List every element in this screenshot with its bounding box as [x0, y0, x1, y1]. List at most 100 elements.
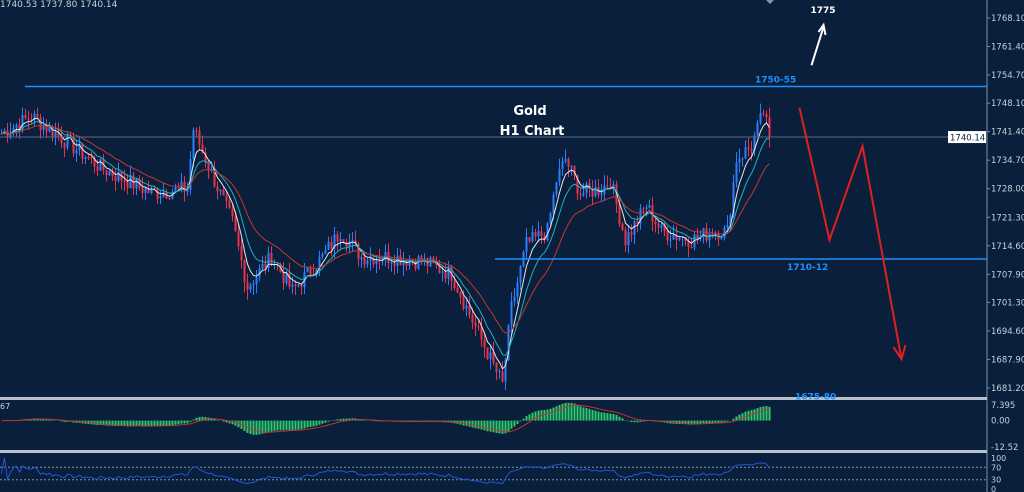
- candle-body: [57, 132, 60, 136]
- candle-body: [372, 257, 375, 265]
- candle-body: [228, 200, 231, 209]
- rsi-tick-label: 70: [991, 463, 1001, 472]
- candle-body: [342, 239, 345, 243]
- candle-body: [753, 135, 756, 151]
- candle-body: [552, 194, 555, 214]
- chart-title: Gold: [513, 104, 546, 119]
- candle-body: [447, 266, 450, 279]
- candle-body: [369, 257, 372, 261]
- candle-body: [66, 134, 69, 148]
- ohlc-readout: 1740.53 1737.80 1740.14: [0, 0, 118, 10]
- candle-body: [747, 147, 750, 149]
- candle-body: [324, 249, 327, 254]
- y-tick-label: 1714.60: [991, 242, 1024, 252]
- candle-body: [117, 171, 120, 181]
- candle-body: [612, 184, 615, 189]
- candle-body: [39, 117, 42, 130]
- candle-body: [687, 241, 690, 248]
- candle-body: [570, 166, 573, 168]
- candle-body: [330, 242, 333, 249]
- candle-body: [180, 181, 183, 188]
- candle-body: [642, 208, 645, 210]
- candle-body: [741, 158, 744, 160]
- candle-body: [504, 359, 507, 382]
- candle-body: [363, 256, 366, 265]
- candle-body: [159, 196, 162, 199]
- candle-body: [636, 221, 639, 224]
- candle-body: [528, 237, 531, 242]
- candle-body: [510, 301, 513, 326]
- y-tick-label: 1734.70: [991, 156, 1024, 166]
- candle-body: [540, 231, 543, 236]
- candle-body: [555, 182, 558, 195]
- moving-average-line: [1, 120, 770, 357]
- candle-body: [207, 162, 210, 171]
- y-tick-label: 1741.40: [991, 128, 1024, 138]
- macd-label: 67: [0, 402, 10, 411]
- candle-body: [738, 159, 741, 163]
- panel-separator: [0, 450, 987, 453]
- candle-body: [42, 124, 45, 130]
- y-tick-label: 1701.30: [991, 298, 1024, 308]
- candle-body: [417, 256, 420, 269]
- candle-body: [723, 227, 726, 238]
- y-tick-label: 1728.00: [991, 185, 1024, 195]
- candle-body: [507, 325, 510, 360]
- candle-body: [678, 238, 681, 240]
- candle-body: [141, 187, 144, 193]
- candle-body: [408, 259, 411, 266]
- candle-body: [195, 130, 198, 132]
- candle-body: [225, 195, 228, 201]
- candle-body: [546, 223, 549, 241]
- candle-body: [99, 159, 102, 171]
- candle-body: [651, 205, 654, 222]
- candle-body: [462, 297, 465, 309]
- candle-body: [81, 143, 84, 159]
- bearish-scenario-path: [798, 107, 903, 360]
- candle-body: [732, 182, 735, 216]
- candle-body: [396, 255, 399, 266]
- current-price-label: 1740.14: [950, 134, 985, 144]
- candle-body: [345, 242, 348, 247]
- arrowhead-icon: [817, 22, 827, 36]
- candle-body: [192, 130, 195, 160]
- candle-body: [594, 186, 597, 197]
- candle-body: [252, 284, 255, 286]
- candle-body: [213, 168, 216, 187]
- candle-body: [339, 239, 342, 242]
- candle-body: [321, 253, 324, 257]
- candle-body: [483, 339, 486, 348]
- candle-body: [720, 237, 723, 240]
- candle-body: [90, 157, 93, 159]
- candle-body: [75, 150, 78, 154]
- candle-body: [480, 326, 483, 340]
- candle-body: [390, 262, 393, 264]
- candle-body: [282, 272, 285, 284]
- rsi-tick-label: 100: [991, 454, 1006, 463]
- candle-body: [606, 185, 609, 187]
- candle-body: [609, 186, 612, 189]
- candle-body: [9, 132, 12, 137]
- candle-body: [492, 352, 495, 363]
- candle-body: [309, 267, 312, 275]
- candle-body: [420, 256, 423, 262]
- candle-body: [60, 135, 63, 144]
- candle-body: [654, 221, 657, 224]
- candle-body: [762, 112, 765, 115]
- candle-body: [477, 326, 480, 328]
- candle-body: [63, 143, 66, 148]
- candles: [0, 103, 771, 391]
- candle-body: [525, 237, 528, 252]
- candle-body: [549, 213, 552, 224]
- candle-body: [285, 272, 288, 284]
- candle-body: [0, 133, 3, 135]
- candle-body: [675, 234, 678, 240]
- candle-body: [666, 231, 669, 241]
- candle-body: [387, 251, 390, 264]
- candle-body: [627, 232, 630, 246]
- candle-body: [30, 119, 33, 121]
- candle-body: [591, 188, 594, 197]
- y-tick-label: 1694.60: [991, 327, 1024, 337]
- candle-body: [144, 188, 147, 193]
